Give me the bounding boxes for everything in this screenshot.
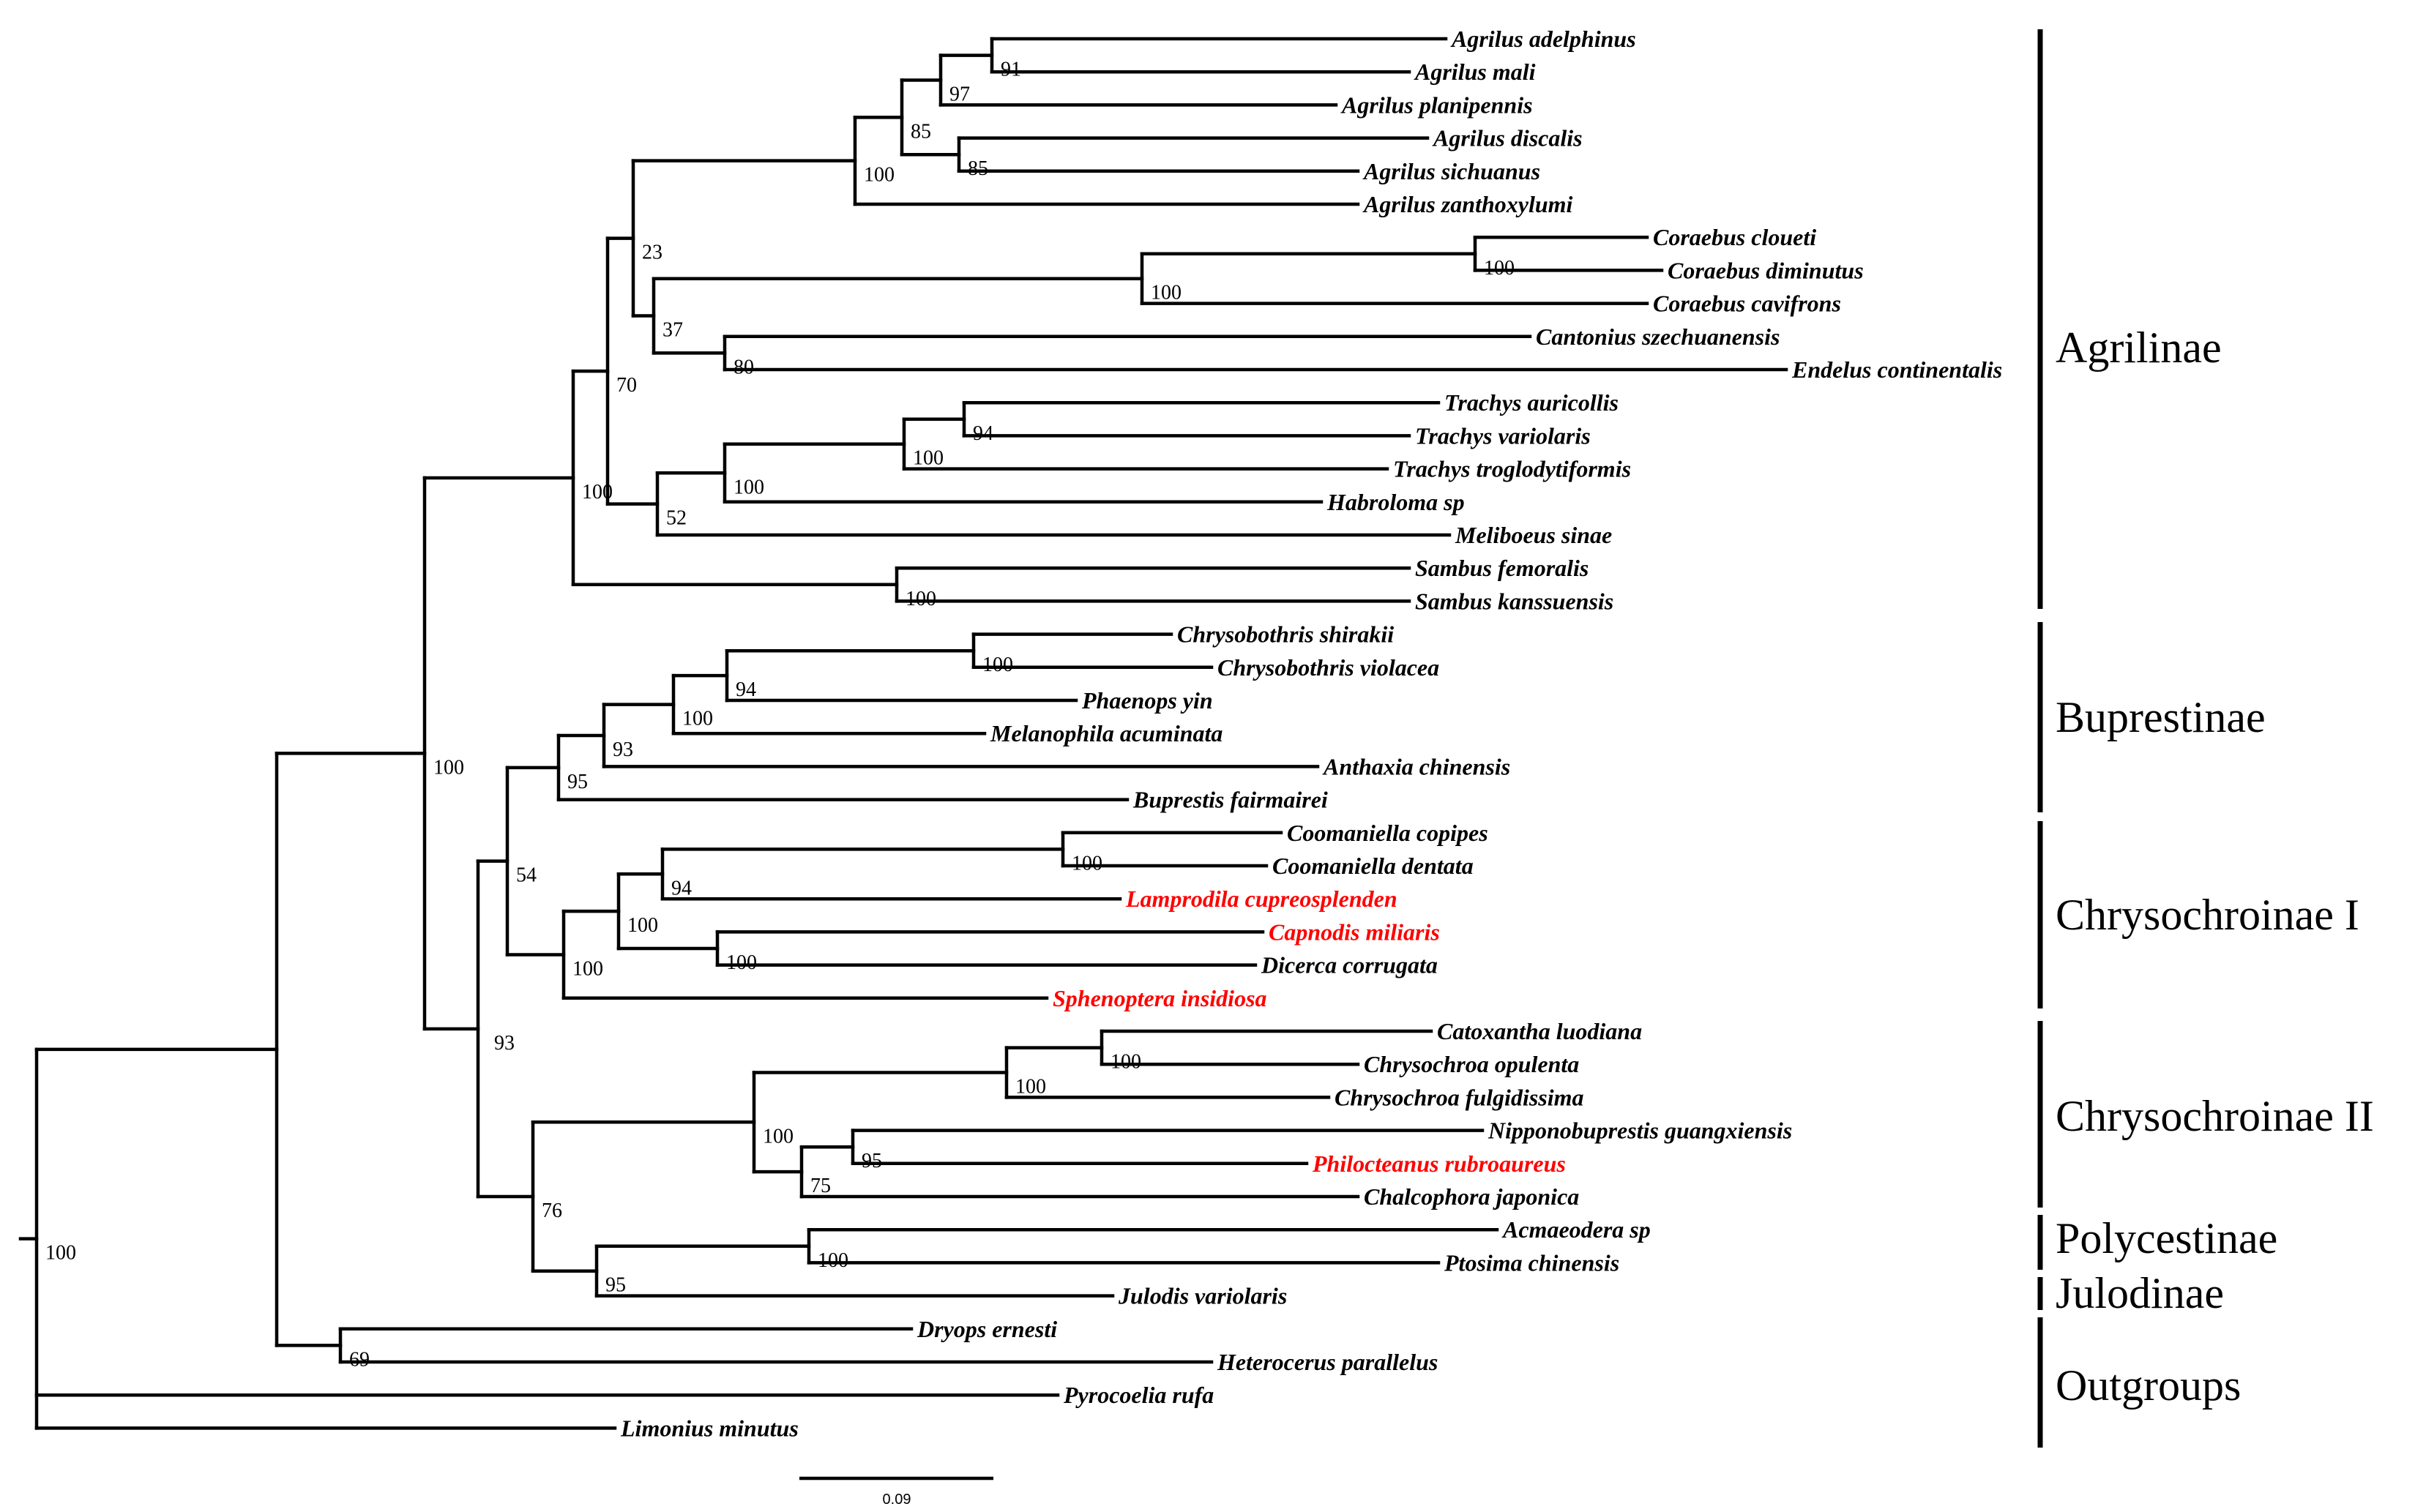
support-values: 91 97 85 85 100 100 100 37 80 23 94 100 … (45, 59, 1515, 1371)
taxon-label: Acmaeodera sp (1501, 1216, 1651, 1243)
taxon-label: Trachys variolaris (1415, 422, 1591, 449)
support-value: 94 (671, 877, 692, 899)
clade-label-chrysochroinae-i: Chrysochroinae I (2056, 891, 2359, 939)
taxon-label: Sambus kanssuensis (1415, 588, 1613, 614)
clade-annotations: Agrilinae Buprestinae Chrysochroinae I C… (2037, 29, 2374, 1448)
taxon-label: Chrysobothris shirakii (1177, 621, 1394, 648)
support-value: 100 (1072, 852, 1102, 875)
taxon-label: Nipponobuprestis guangxiensis (1488, 1118, 1792, 1144)
taxon-label: Philocteanus rubroaureus (1312, 1150, 1566, 1177)
support-value: 94 (736, 678, 756, 701)
taxon-label: Chrysochroa opulenta (1364, 1051, 1579, 1077)
taxon-label: Julodis variolaris (1118, 1283, 1287, 1309)
support-value: 95 (862, 1150, 882, 1172)
support-value: 100 (913, 447, 944, 470)
support-value: 100 (1015, 1076, 1046, 1099)
scale-bar-label: 0.09 (883, 1492, 911, 1508)
taxon-label: Coraebus cavifrons (1653, 291, 1841, 317)
support-value: 37 (662, 319, 683, 342)
taxon-label: Heterocerus parallelus (1217, 1349, 1438, 1375)
taxon-label: Ptosima chinensis (1444, 1249, 1619, 1276)
support-value: 100 (1484, 257, 1515, 280)
clade-label-chrysochroinae-ii: Chrysochroinae II (2056, 1092, 2374, 1140)
taxon-label: Pyrocoelia rufa (1063, 1382, 1214, 1408)
taxon-label: Anthaxia chinensis (1322, 753, 1510, 779)
clade-label-agrilinae: Agrilinae (2056, 323, 2222, 372)
support-value: 97 (949, 83, 970, 106)
taxon-label: Catoxantha luodiana (1437, 1018, 1642, 1044)
taxon-label: Chalcophora japonica (1364, 1183, 1579, 1210)
support-value: 100 (682, 708, 713, 730)
taxon-label: Coraebus cloueti (1653, 224, 1816, 250)
taxon-label: Trachys troglodytiformis (1393, 456, 1631, 482)
support-value: 100 (734, 476, 764, 498)
taxon-label: Agrilus adelphinus (1450, 26, 1636, 52)
taxon-label: Sambus femoralis (1415, 555, 1589, 581)
support-value: 100 (572, 957, 603, 980)
clade-label-julodinae: Julodinae (2056, 1269, 2224, 1317)
support-value: 94 (973, 422, 993, 445)
taxon-label: Agrilus planipennis (1340, 91, 1533, 118)
support-value: 100 (1151, 282, 1182, 304)
support-value: 75 (810, 1175, 831, 1197)
taxon-label: Coomaniella dentata (1272, 853, 1474, 879)
support-value: 100 (433, 756, 464, 779)
support-value: 91 (1001, 59, 1021, 81)
support-value: 100 (627, 914, 658, 937)
support-value: 54 (516, 864, 537, 887)
support-value: 70 (616, 374, 637, 397)
clade-label-outgroups: Outgroups (2056, 1361, 2241, 1410)
tree-branches (18, 37, 1788, 1430)
taxon-label: Endelus continentalis (1791, 356, 2002, 383)
support-value: 95 (567, 771, 588, 793)
taxon-label: Coomaniella copipes (1287, 820, 1488, 846)
taxon-label: Buprestis fairmairei (1132, 787, 1328, 813)
taxon-label: Agrilus mali (1414, 59, 1536, 85)
clade-label-polycestinae: Polycestinae (2056, 1214, 2277, 1262)
support-value: 52 (666, 507, 687, 530)
support-value: 85 (911, 120, 931, 143)
taxon-label: Chrysobothris violacea (1217, 654, 1439, 681)
support-value: 100 (763, 1125, 794, 1148)
taxon-label: Limonius minutus (620, 1415, 799, 1441)
support-value: 80 (734, 356, 754, 378)
support-value: 23 (642, 242, 662, 264)
taxon-label: Capnodis miliaris (1269, 918, 1440, 945)
taxon-label: Agrilus sichuanus (1362, 158, 1540, 184)
taxon-label: Agrilus zanthoxylumi (1362, 191, 1573, 217)
taxon-label: Trachys auricollis (1444, 389, 1619, 416)
taxon-label: Melanophila acuminata (990, 720, 1223, 746)
taxon-label: Cantonius szechuanensis (1536, 323, 1780, 350)
support-value: 85 (968, 157, 988, 180)
support-value: 100 (45, 1242, 76, 1265)
taxon-label: Coraebus diminutus (1668, 257, 1864, 283)
support-value: 100 (982, 654, 1013, 676)
support-value: 95 (605, 1274, 626, 1297)
taxon-label: Chrysochroa fulgidissima (1335, 1084, 1584, 1110)
support-value: 100 (818, 1249, 848, 1272)
taxon-label: Dryops ernesti (917, 1316, 1057, 1342)
clade-label-buprestinae: Buprestinae (2056, 693, 2266, 741)
support-value: 100 (726, 951, 757, 974)
support-value: 69 (349, 1348, 370, 1371)
support-value: 93 (613, 738, 633, 761)
taxon-label: Dicerca corrugata (1261, 952, 1438, 978)
taxon-label: Sphenoptera insidiosa (1053, 985, 1267, 1011)
taxon-labels: Agrilus adelphinus Agrilus mali Agrilus … (620, 26, 2002, 1441)
support-value: 76 (542, 1200, 562, 1222)
support-value: 93 (494, 1032, 515, 1055)
support-value: 100 (582, 481, 613, 504)
taxon-label: Phaenops yin (1081, 687, 1213, 714)
taxon-label: Lamprodila cupreosplenden (1125, 886, 1397, 912)
taxon-label: Meliboeus sinae (1455, 522, 1612, 548)
taxon-label: Habroloma sp (1326, 489, 1465, 515)
scale-bar: 0.09 (799, 1476, 993, 1508)
support-value: 100 (1111, 1051, 1141, 1074)
support-value: 100 (906, 588, 936, 610)
support-value: 100 (864, 164, 895, 187)
taxon-label: Agrilus discalis (1432, 125, 1583, 151)
